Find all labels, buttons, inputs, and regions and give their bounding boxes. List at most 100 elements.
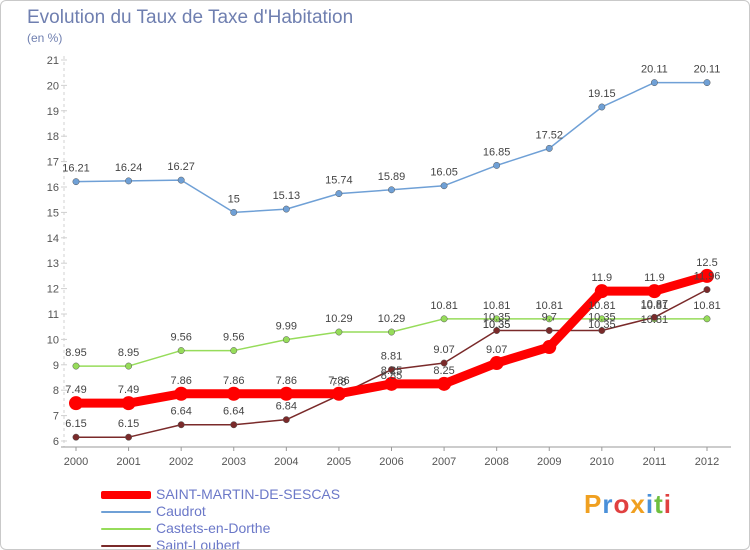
data-point [282, 205, 290, 213]
data-point [177, 347, 185, 355]
data-point [174, 386, 189, 401]
data-label: 10.29 [378, 313, 406, 325]
y-tick-label: 21 [47, 55, 59, 67]
data-label: 15.13 [273, 190, 301, 202]
logo-letter: i [663, 489, 672, 519]
data-label: 10.35 [483, 319, 511, 331]
data-point [703, 315, 711, 323]
data-label: 11.96 [694, 271, 721, 283]
data-label: 10.81 [641, 300, 669, 312]
data-point [650, 313, 658, 321]
data-label: 7.8 [331, 376, 346, 388]
x-tick-label: 2005 [327, 456, 351, 468]
data-label: 8.81 [381, 351, 402, 363]
data-label: 9.7 [542, 312, 557, 324]
data-label: 16.21 [62, 163, 90, 175]
data-label: 6.84 [276, 401, 297, 413]
data-label: 11.9 [592, 272, 613, 284]
data-label: 10.87 [641, 298, 669, 310]
data-point [493, 315, 501, 323]
x-tick-label: 2002 [169, 456, 193, 468]
data-point [650, 79, 658, 87]
legend-swatch [101, 545, 151, 547]
data-label: 10.81 [535, 300, 563, 312]
data-label: 6.15 [65, 418, 86, 430]
logo-letter: r [602, 489, 614, 519]
data-label: 16.27 [167, 161, 195, 173]
data-point [703, 79, 711, 87]
logo-letter: i [645, 489, 655, 519]
data-point [282, 336, 290, 344]
chart-subtitle: (en %) [27, 31, 63, 45]
y-tick-label: 13 [47, 258, 59, 270]
legend-label: SAINT-MARTIN-DE-SESCAS [156, 486, 341, 502]
data-point [121, 396, 136, 411]
y-tick-label: 8 [53, 385, 59, 397]
data-point [542, 340, 557, 355]
data-point [440, 315, 448, 323]
x-tick-label: 2011 [643, 456, 667, 468]
y-tick-label: 7 [53, 411, 59, 423]
data-label: 12.5 [696, 257, 717, 269]
data-label: 6.64 [223, 406, 244, 418]
data-label: 20.11 [641, 64, 668, 76]
data-label: 10.81 [430, 300, 458, 312]
data-label: 8.25 [433, 365, 454, 377]
x-tick-label: 2001 [116, 456, 140, 468]
data-label: 10.35 [588, 312, 616, 324]
legend-label: Saint-Loubert [156, 537, 241, 550]
data-point [69, 396, 83, 411]
data-point [125, 433, 133, 441]
x-tick-label: 2004 [274, 456, 298, 468]
data-point [279, 386, 294, 401]
data-point [545, 315, 553, 323]
y-tick-label: 18 [47, 131, 59, 143]
data-point [230, 347, 238, 355]
data-point [598, 315, 606, 323]
data-label: 10.35 [483, 312, 511, 324]
data-label: 16.24 [115, 162, 143, 174]
data-point [388, 328, 395, 336]
x-tick-label: 2006 [379, 456, 403, 468]
data-point [72, 178, 80, 186]
data-point [177, 176, 185, 184]
data-label: 9.56 [223, 332, 244, 344]
data-label: 8.95 [65, 347, 86, 359]
data-label: 10.35 [588, 319, 616, 331]
data-point [440, 182, 448, 190]
data-point [700, 268, 714, 283]
data-label: 9.07 [486, 344, 507, 356]
proxiti-logo: Proxiti [584, 489, 672, 520]
data-point [545, 144, 553, 152]
y-tick-label: 12 [47, 284, 59, 296]
data-label: 8.85 [381, 370, 402, 382]
y-tick-label: 9 [53, 360, 59, 372]
y-tick-label: 11 [48, 309, 59, 321]
data-point [647, 284, 662, 299]
data-label: 15.89 [378, 171, 406, 183]
data-label: 10.29 [325, 313, 353, 325]
legend-label: Caudrot [156, 503, 206, 519]
data-point [282, 416, 290, 424]
data-label: 20.11 [694, 64, 721, 76]
y-tick-label: 14 [47, 233, 59, 245]
logo-letter: o [613, 489, 631, 519]
y-tick-label: 16 [47, 182, 59, 194]
data-label: 9.99 [276, 321, 297, 333]
data-point [489, 356, 504, 371]
data-label: 10.81 [641, 314, 669, 326]
y-tick-label: 17 [47, 157, 59, 169]
data-point [72, 362, 80, 370]
y-tick-label: 20 [47, 80, 59, 92]
data-label: 7.86 [328, 375, 349, 387]
data-label: 7.49 [118, 384, 139, 396]
data-point [384, 376, 399, 391]
data-label: 10.35 [483, 319, 511, 331]
data-point [440, 359, 448, 367]
legend-swatch [101, 511, 151, 513]
data-label: 7.86 [276, 375, 297, 387]
data-label: 16.85 [483, 146, 511, 158]
x-tick-label: 2008 [484, 456, 508, 468]
